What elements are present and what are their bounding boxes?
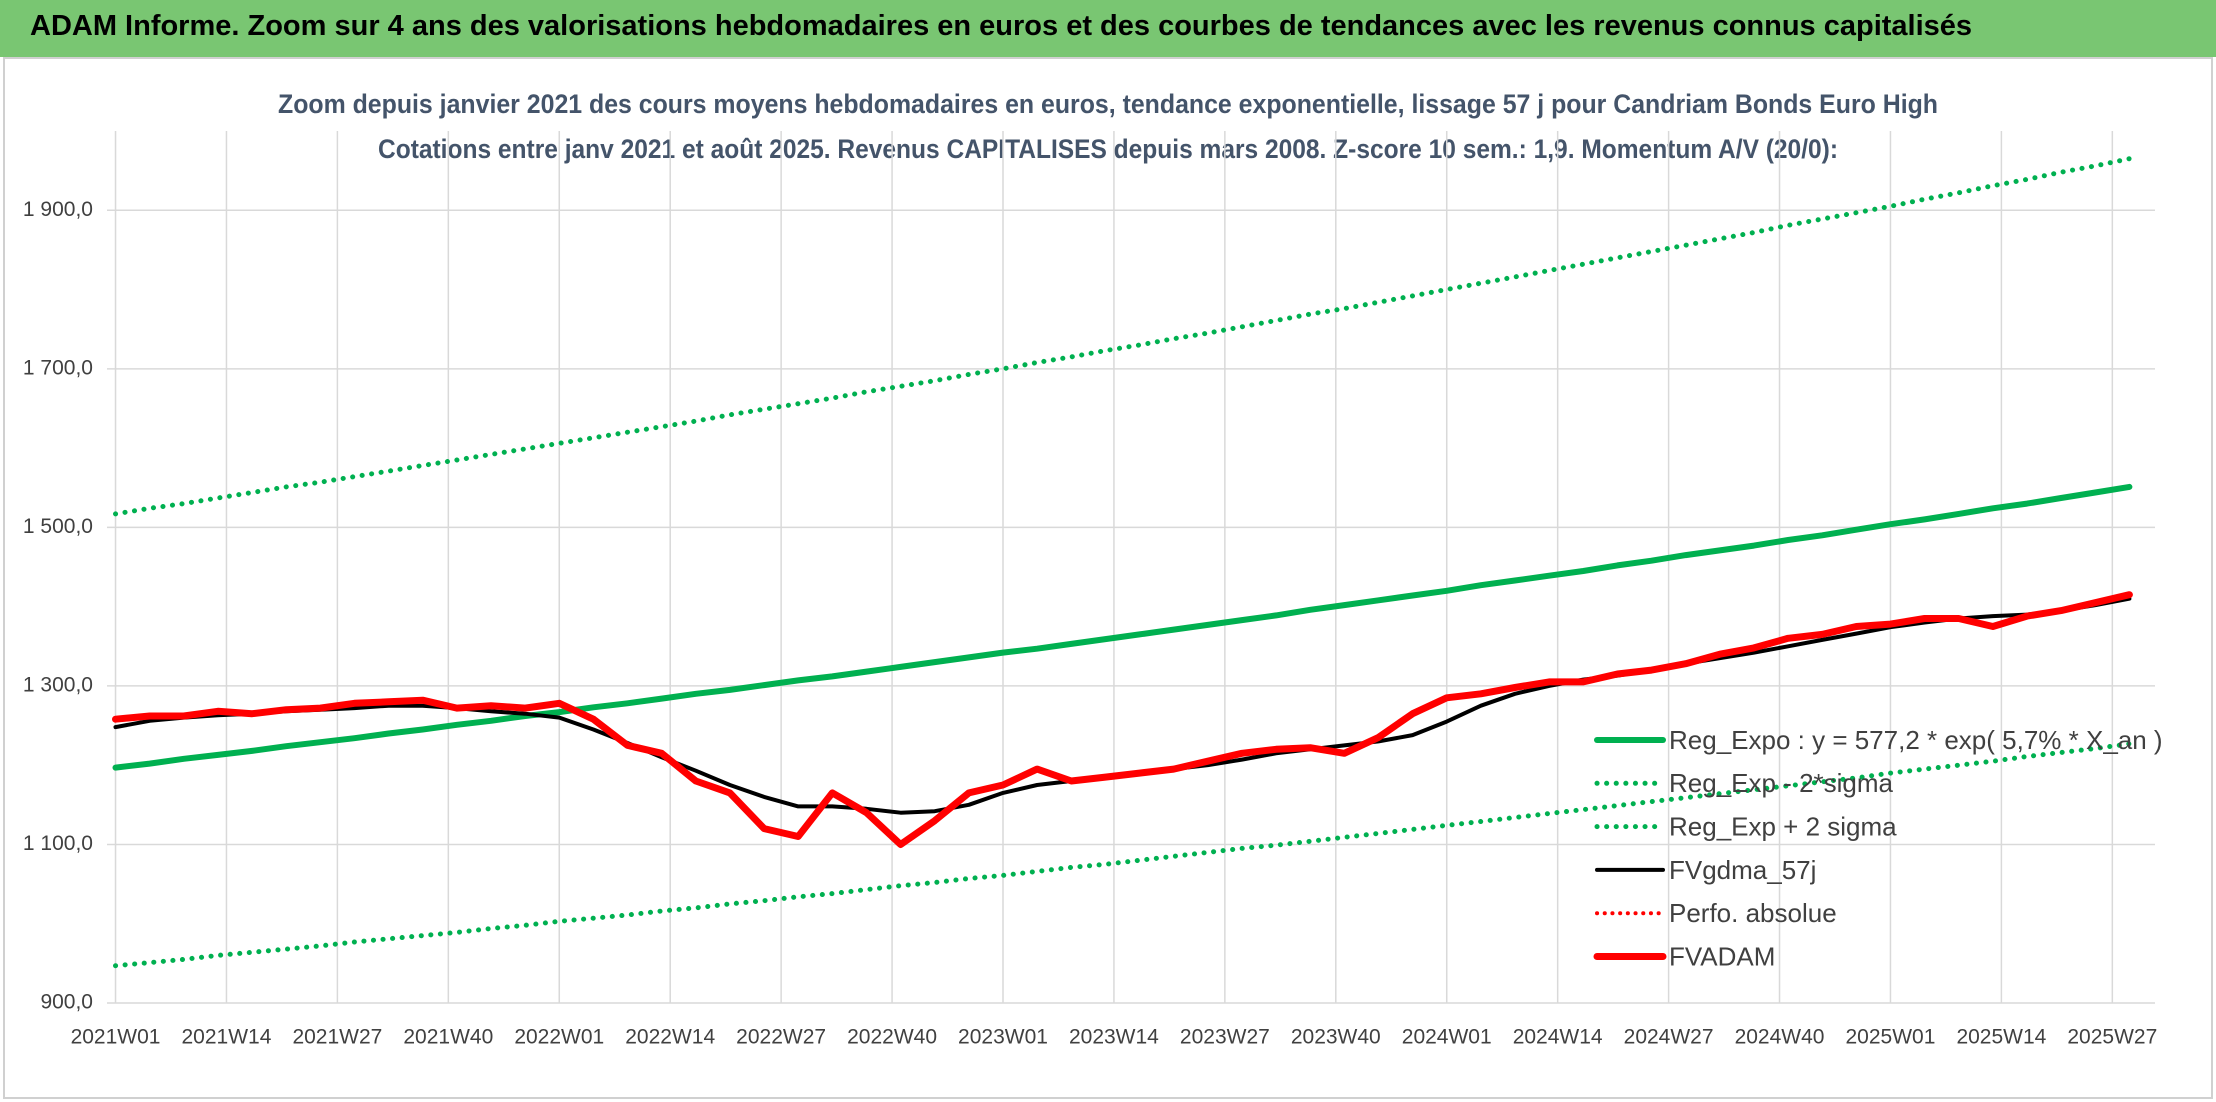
y-tick-label: 1 500,0 [23, 515, 93, 538]
x-tick-label: 2025W27 [2067, 1026, 2157, 1049]
x-tick-label: 2025W14 [1956, 1026, 2046, 1049]
x-tick-label: 2022W27 [736, 1026, 826, 1049]
x-tick-label: 2021W40 [403, 1026, 493, 1049]
series-line [112, 483, 2133, 771]
x-tick-label: 2023W27 [1180, 1026, 1270, 1049]
legend-label: Reg_Exp - 2*sigma [1669, 768, 1894, 798]
x-tick-label: 2024W27 [1624, 1026, 1714, 1049]
y-tick-label: 1 700,0 [23, 356, 93, 379]
legend-label: Perfo. absolue [1669, 898, 1837, 928]
x-tick-label: 2021W27 [292, 1026, 382, 1049]
x-tick-label: 2022W14 [625, 1026, 715, 1049]
series-line [113, 156, 2132, 517]
y-tick-label: 900,0 [40, 991, 93, 1014]
legend-label: FVgdma_57j [1669, 855, 1816, 885]
x-tick-label: 2025W01 [1846, 1026, 1936, 1049]
header-title: ADAM Informe. Zoom sur 4 ans des valoris… [30, 10, 1973, 42]
x-tick-label: 2021W14 [182, 1026, 272, 1049]
chart-subtitle: Cotations entre janv 2021 et août 2025. … [378, 134, 1838, 164]
x-tick-label: 2023W40 [1291, 1026, 1381, 1049]
y-tick-label: 1 300,0 [23, 673, 93, 696]
x-tick-label: 2021W01 [71, 1026, 161, 1049]
legend-label: Reg_Expo : y = 577,2 * exp( 5,7% * X_an … [1669, 725, 2163, 755]
x-tick-label: 2024W01 [1402, 1026, 1492, 1049]
x-tick-label: 2022W01 [514, 1026, 604, 1049]
x-tick-label: 2022W40 [847, 1026, 937, 1049]
series-line [113, 741, 2132, 969]
x-tick-label: 2023W01 [958, 1026, 1048, 1049]
x-tick-label: 2024W40 [1735, 1026, 1825, 1049]
chart-title: Zoom depuis janvier 2021 des cours moyen… [278, 89, 1938, 119]
chart-border [3, 57, 2213, 1099]
x-tick-label: 2024W14 [1513, 1026, 1603, 1049]
x-tick-label: 2023W14 [1069, 1026, 1159, 1049]
header-bar: ADAM Informe. Zoom sur 4 ans des valoris… [0, 0, 2216, 57]
legend-label: FVADAM [1669, 941, 1775, 971]
y-tick-label: 1 100,0 [23, 832, 93, 855]
y-tick-label: 1 900,0 [23, 198, 93, 221]
legend-label: Reg_Exp + 2 sigma [1669, 811, 1897, 841]
series-line [112, 591, 2133, 848]
